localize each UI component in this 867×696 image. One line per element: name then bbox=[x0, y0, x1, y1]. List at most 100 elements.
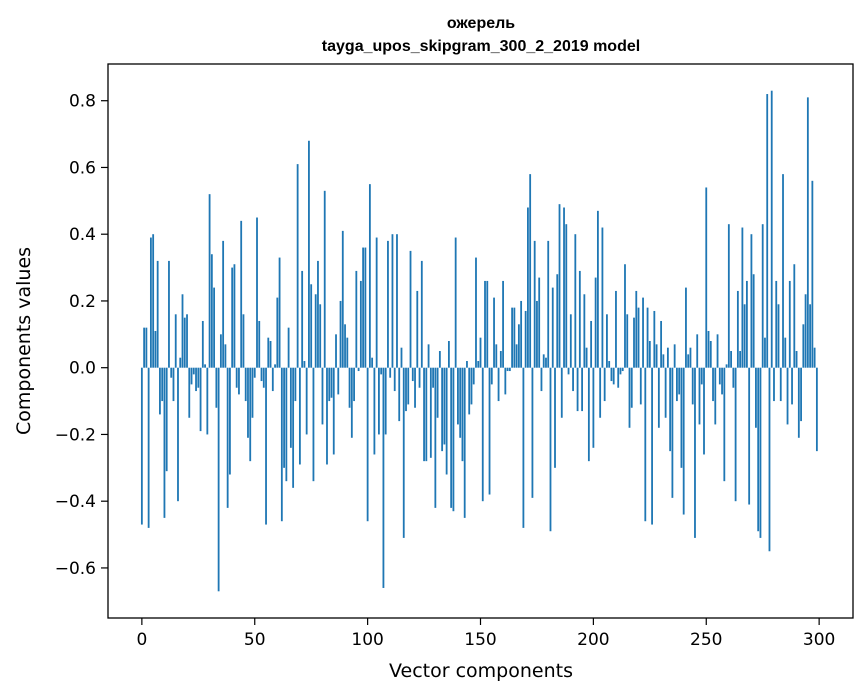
bar bbox=[450, 367, 453, 508]
bar bbox=[459, 367, 462, 438]
bar bbox=[231, 267, 234, 368]
bar bbox=[204, 364, 206, 368]
bar bbox=[700, 367, 703, 385]
bar bbox=[777, 304, 780, 368]
x-tick-label: 50 bbox=[244, 630, 266, 650]
bar bbox=[712, 367, 714, 402]
bar bbox=[583, 294, 586, 368]
bar bbox=[271, 367, 274, 392]
bar bbox=[815, 367, 818, 452]
bar bbox=[423, 367, 425, 462]
bar bbox=[757, 367, 760, 532]
bar bbox=[165, 367, 168, 472]
bar bbox=[651, 367, 653, 525]
bar bbox=[251, 367, 254, 418]
bar bbox=[745, 280, 748, 368]
bar bbox=[181, 294, 184, 368]
bar bbox=[497, 367, 500, 402]
bar bbox=[709, 341, 712, 368]
bar bbox=[499, 351, 502, 368]
bar bbox=[572, 367, 574, 392]
bar bbox=[752, 274, 755, 368]
chart-title: ожерель bbox=[447, 15, 515, 32]
bar bbox=[768, 367, 771, 552]
bar bbox=[531, 367, 534, 498]
bar bbox=[563, 207, 565, 368]
bar bbox=[506, 367, 509, 372]
bar bbox=[328, 367, 331, 402]
bar bbox=[269, 341, 272, 368]
bar bbox=[461, 367, 464, 462]
bar bbox=[411, 367, 414, 382]
bar bbox=[438, 351, 441, 368]
bar bbox=[226, 367, 229, 508]
bar bbox=[782, 174, 784, 368]
bar bbox=[786, 367, 789, 425]
bar bbox=[522, 367, 525, 528]
bar bbox=[687, 354, 690, 368]
bar bbox=[335, 334, 337, 368]
y-tick-label: −0.6 bbox=[55, 559, 96, 579]
x-tick-label: 150 bbox=[464, 630, 496, 650]
bar bbox=[409, 250, 412, 368]
bar bbox=[750, 234, 753, 368]
bar bbox=[190, 367, 193, 385]
bar bbox=[603, 367, 606, 402]
bar bbox=[502, 280, 504, 368]
bar bbox=[287, 327, 290, 368]
bar bbox=[362, 247, 365, 368]
bar bbox=[608, 361, 611, 368]
bar bbox=[332, 367, 335, 455]
bar bbox=[215, 367, 218, 408]
x-tick-label: 200 bbox=[577, 630, 609, 650]
bar bbox=[626, 314, 629, 368]
bar bbox=[515, 344, 518, 368]
bar bbox=[624, 264, 626, 368]
bar bbox=[694, 367, 696, 538]
bar bbox=[443, 367, 446, 445]
bar bbox=[504, 367, 507, 395]
y-tick-label: 0.0 bbox=[69, 359, 96, 379]
bar bbox=[576, 367, 579, 412]
bar bbox=[414, 367, 416, 408]
bar bbox=[809, 304, 812, 368]
bar bbox=[493, 297, 495, 368]
bar bbox=[490, 367, 493, 385]
bar bbox=[310, 284, 313, 368]
bar bbox=[759, 367, 762, 538]
bar bbox=[585, 347, 588, 368]
bar bbox=[508, 367, 511, 372]
bar bbox=[639, 367, 642, 405]
bar bbox=[219, 334, 222, 368]
bar bbox=[804, 294, 807, 368]
bar bbox=[292, 367, 295, 488]
bar bbox=[635, 290, 638, 368]
bar bbox=[441, 367, 444, 452]
bar bbox=[330, 367, 333, 398]
bar bbox=[285, 367, 288, 482]
bar bbox=[364, 247, 367, 368]
bar bbox=[154, 330, 157, 368]
bar bbox=[393, 367, 396, 392]
bar bbox=[447, 341, 450, 368]
bar bbox=[788, 280, 791, 368]
bar bbox=[676, 367, 678, 402]
bar bbox=[770, 90, 773, 368]
bar bbox=[621, 367, 624, 372]
bar bbox=[206, 367, 209, 435]
bar bbox=[454, 237, 457, 368]
bar bbox=[574, 234, 577, 368]
bar bbox=[276, 297, 279, 368]
bar bbox=[484, 280, 486, 368]
bar bbox=[242, 314, 245, 368]
bar bbox=[217, 367, 220, 592]
bar bbox=[260, 367, 263, 382]
bar bbox=[479, 337, 482, 368]
bar bbox=[610, 367, 613, 382]
bar bbox=[743, 304, 746, 368]
bar bbox=[536, 300, 538, 368]
bar bbox=[671, 367, 674, 498]
bar bbox=[303, 361, 306, 368]
bar bbox=[791, 367, 793, 405]
bar bbox=[177, 367, 179, 502]
